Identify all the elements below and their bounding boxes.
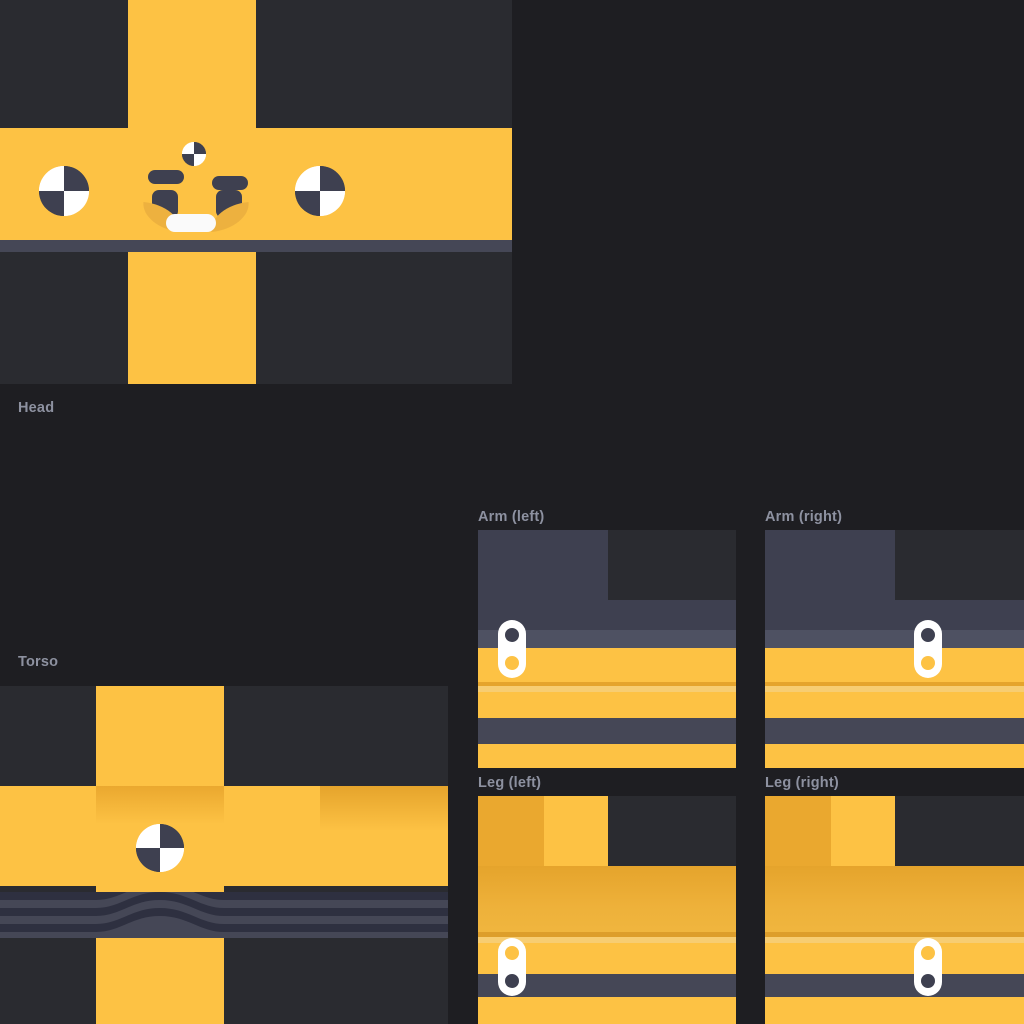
arm-left-shoulder-block[interactable] [478, 530, 608, 600]
leg-right-panel-label: Leg (right) [765, 775, 839, 791]
leg-left-hip-block-2[interactable] [544, 796, 608, 866]
arm-left-texture-panel[interactable] [478, 530, 736, 768]
leg-left-boot-band[interactable] [478, 974, 736, 997]
head-cell-bottom-left[interactable] [0, 252, 128, 384]
torso-cell-r4c3[interactable] [224, 938, 448, 1024]
belt-wave-svg [0, 876, 448, 938]
checker-circle-center-icon[interactable] [182, 142, 206, 166]
arm-left-band-6[interactable] [478, 744, 736, 768]
leg-right-texture-panel[interactable] [765, 796, 1024, 1024]
arm-left-panel-label: Arm (left) [478, 509, 545, 525]
arm-left-band-5[interactable] [478, 718, 736, 744]
torso-cell-r2c3[interactable] [224, 786, 320, 886]
arm-left-band-seam-light[interactable] [478, 686, 736, 692]
leg-right-hip-block[interactable] [765, 796, 831, 866]
leg-right-seam-dark[interactable] [765, 932, 1024, 937]
leg-left-joint-pin-icon[interactable] [498, 938, 526, 996]
leg-left-thigh-band[interactable] [478, 866, 736, 934]
leg-left-seam-light[interactable] [478, 937, 736, 943]
torso-panel-label: Torso [18, 654, 59, 670]
arm-right-band-1[interactable] [765, 600, 1024, 630]
leg-right-seam-light[interactable] [765, 937, 1024, 943]
leg-right-joint-pin-icon[interactable] [914, 938, 942, 996]
arm-right-texture-panel[interactable] [765, 530, 1024, 768]
head-cell-top-center[interactable] [128, 0, 256, 128]
arm-right-band-seam-dark[interactable] [765, 682, 1024, 686]
leg-left-texture-panel[interactable] [478, 796, 736, 1024]
torso-cell-r4c2[interactable] [96, 938, 224, 1024]
arm-left-band-seam-dark[interactable] [478, 682, 736, 686]
arm-right-band-6[interactable] [765, 744, 1024, 768]
head-panel-label: Head [18, 400, 55, 416]
torso-cell-r2c4[interactable] [320, 786, 448, 886]
torso-cell-r1c3[interactable] [224, 686, 448, 786]
arm-right-panel-label: Arm (right) [765, 509, 843, 525]
arm-right-top-right-block[interactable] [895, 530, 1024, 600]
arm-right-joint-pin-icon[interactable] [914, 620, 942, 678]
leg-right-boot-band[interactable] [765, 974, 1024, 997]
head-texture-panel[interactable] [0, 0, 512, 384]
leg-left-top-right-block[interactable] [608, 796, 736, 866]
leg-right-top-right-block[interactable] [895, 796, 1024, 866]
head-cell-bottom-center[interactable] [128, 252, 256, 384]
checker-circle-right-icon[interactable] [295, 166, 345, 216]
arm-left-top-right-block[interactable] [608, 530, 736, 600]
checker-circle-left-icon[interactable] [39, 166, 89, 216]
head-cell-top-left[interactable] [0, 0, 128, 128]
leg-right-thigh-band[interactable] [765, 866, 1024, 934]
leg-left-hip-block[interactable] [478, 796, 544, 866]
mouth-icon [166, 214, 216, 232]
head-cell-top-right[interactable] [256, 0, 512, 128]
leg-left-seam-dark[interactable] [478, 932, 736, 937]
eyebrow-right-icon [212, 176, 248, 190]
torso-cell-r4c1[interactable] [0, 938, 96, 1024]
torso-checker-circle-icon[interactable] [136, 824, 184, 872]
arm-left-joint-pin-icon[interactable] [498, 620, 526, 678]
torso-belt-wave[interactable] [0, 876, 448, 938]
torso-cell-r2c1[interactable] [0, 786, 96, 886]
torso-cell-r1c2[interactable] [96, 686, 224, 786]
torso-texture-panel[interactable] [0, 686, 448, 1024]
eyebrow-left-icon [148, 170, 184, 184]
head-neck-strip[interactable] [0, 240, 512, 252]
arm-left-band-2[interactable] [478, 630, 736, 648]
arm-right-band-5[interactable] [765, 718, 1024, 744]
arm-right-shoulder-block[interactable] [765, 530, 895, 600]
torso-cell-r1c1[interactable] [0, 686, 96, 786]
leg-right-foot-band[interactable] [765, 997, 1024, 1024]
head-face [0, 128, 512, 240]
leg-left-panel-label: Leg (left) [478, 775, 542, 791]
leg-left-foot-band[interactable] [478, 997, 736, 1024]
head-cell-bottom-right[interactable] [256, 252, 512, 384]
arm-right-band-2[interactable] [765, 630, 1024, 648]
arm-right-band-seam-light[interactable] [765, 686, 1024, 692]
leg-right-hip-block-2[interactable] [831, 796, 895, 866]
